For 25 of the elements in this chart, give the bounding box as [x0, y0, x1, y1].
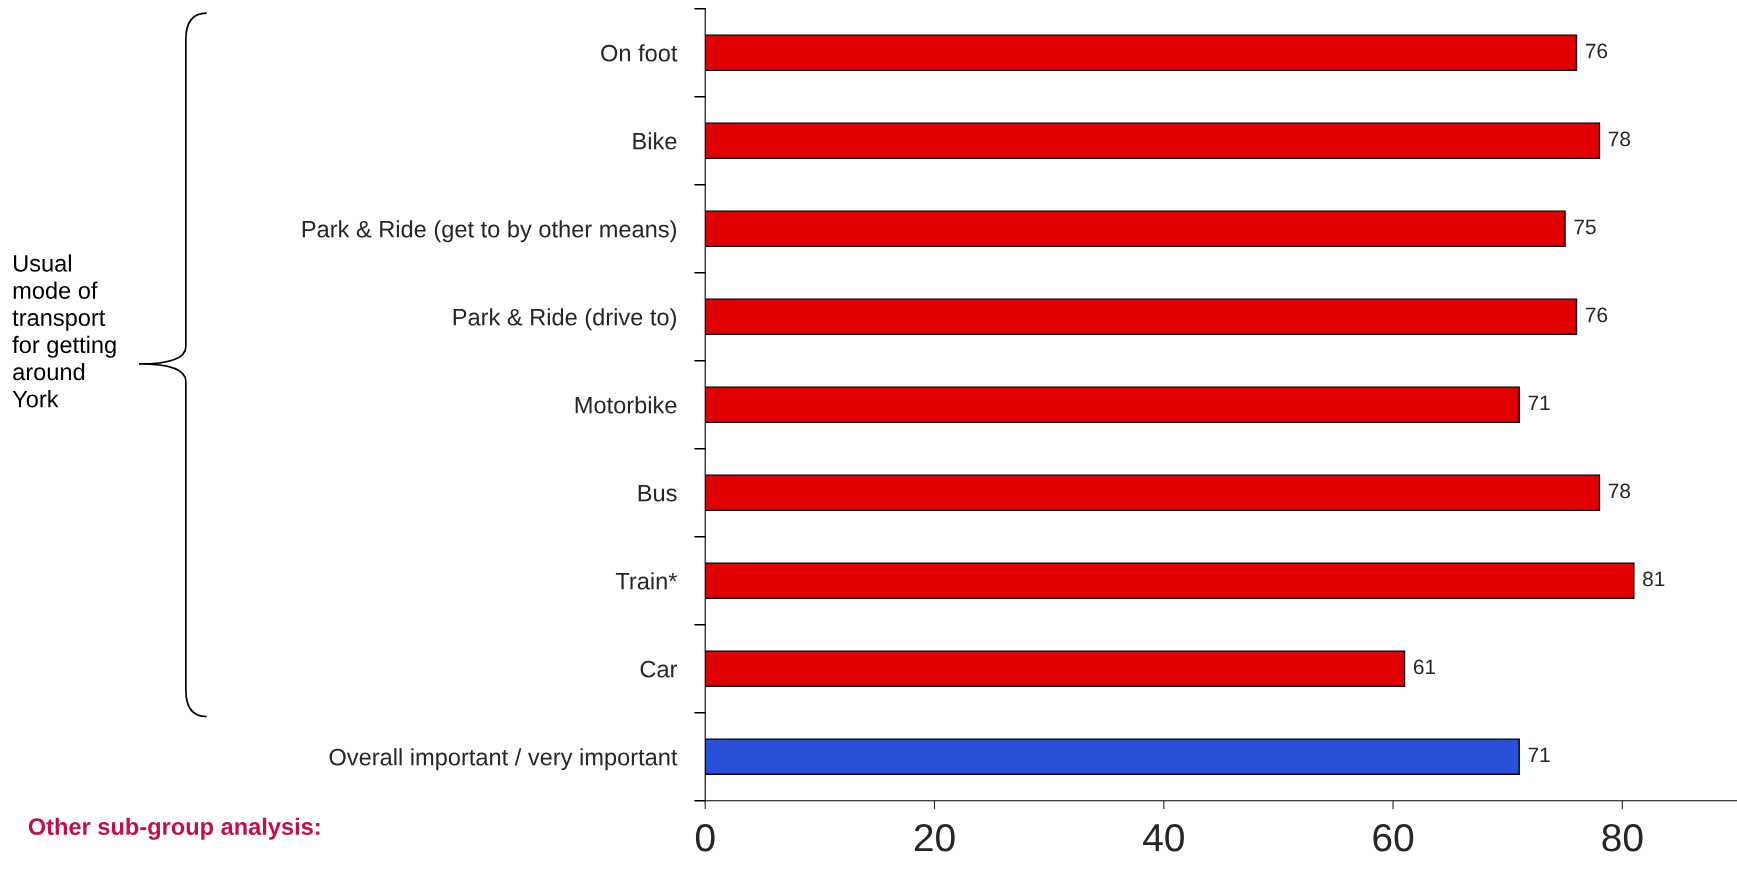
data-label: 78: [1608, 483, 1631, 499]
x-tick-label: 60: [1373, 823, 1414, 852]
y-tick-label: Park & Ride (drive to): [453, 308, 676, 331]
y-tick-label: Park & Ride (get to by other means): [302, 220, 676, 243]
x-tick-label: 40: [1143, 823, 1184, 852]
data-label: 61: [1413, 659, 1436, 675]
y-tick-label: Bus: [638, 485, 677, 502]
x-tick-label: 80: [1602, 823, 1643, 852]
data-label: 71: [1528, 395, 1550, 411]
data-label: 75: [1574, 219, 1596, 235]
y-tick-label: Motorbike: [575, 396, 677, 414]
data-label: 81: [1643, 571, 1665, 587]
x-tick-label: 20: [914, 823, 955, 852]
y-tick-label: Train*: [615, 572, 678, 590]
x-tick-label: 0: [695, 823, 715, 852]
data-label: 71: [1528, 747, 1550, 763]
y-tick-label: Bike: [633, 132, 677, 150]
y-tick-label: Car: [640, 660, 678, 678]
text: Usual mode of transport for getting around York: [12, 254, 116, 408]
y-tick-label: Overall important / very important: [329, 748, 678, 771]
data-label: 76: [1585, 307, 1608, 323]
y-tick-label: On foot: [601, 44, 678, 62]
text: Other sub-group analysis:: [28, 817, 320, 840]
data-label: 76: [1585, 43, 1608, 59]
data-label: 78: [1608, 131, 1631, 147]
